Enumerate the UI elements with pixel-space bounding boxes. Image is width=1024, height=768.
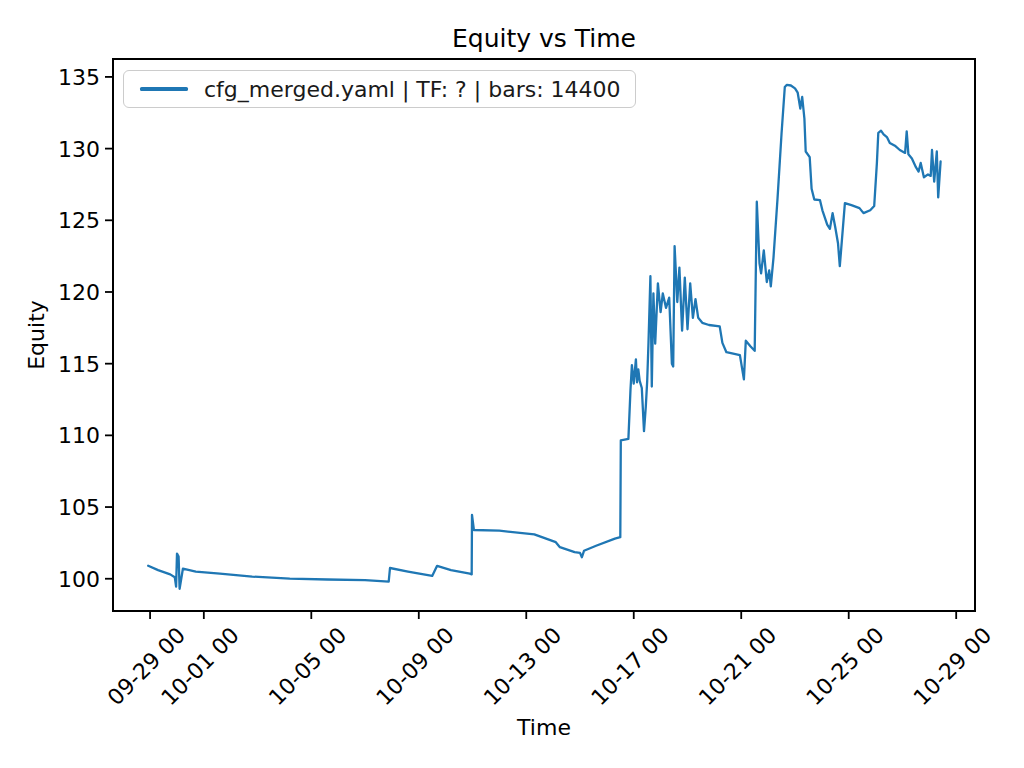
y-tick-label: 120 bbox=[58, 280, 100, 305]
chart-title: Equity vs Time bbox=[113, 24, 975, 53]
legend: cfg_merged.yaml | TF: ? | bars: 14400 bbox=[123, 70, 636, 108]
y-tick-label: 130 bbox=[58, 137, 100, 162]
y-tick-label: 110 bbox=[58, 423, 100, 448]
x-tick-label: 10-29 00 bbox=[909, 623, 997, 711]
y-tick-label: 125 bbox=[58, 208, 100, 233]
x-axis-label: Time bbox=[113, 715, 975, 740]
y-tick-label: 115 bbox=[58, 352, 100, 377]
axes-frame bbox=[113, 59, 975, 611]
x-tick-label: 10-13 00 bbox=[479, 623, 567, 711]
equity-line bbox=[148, 85, 940, 589]
x-tick-label: 10-25 00 bbox=[801, 623, 889, 711]
x-tick-label: 10-21 00 bbox=[694, 623, 782, 711]
legend-label: cfg_merged.yaml | TF: ? | bars: 14400 bbox=[204, 77, 621, 102]
plot-area: 10010511011512012513013509-29 0010-01 00… bbox=[0, 0, 1024, 768]
legend-line-swatch bbox=[140, 87, 188, 90]
figure: 10010511011512012513013509-29 0010-01 00… bbox=[0, 0, 1024, 768]
x-tick-label: 10-17 00 bbox=[586, 623, 674, 711]
y-tick-label: 100 bbox=[58, 567, 100, 592]
y-tick-label: 135 bbox=[58, 65, 100, 90]
x-tick-label: 10-09 00 bbox=[371, 623, 459, 711]
y-axis-label: Equity bbox=[24, 300, 49, 370]
x-tick-label: 10-05 00 bbox=[264, 623, 352, 711]
y-tick-label: 105 bbox=[58, 495, 100, 520]
